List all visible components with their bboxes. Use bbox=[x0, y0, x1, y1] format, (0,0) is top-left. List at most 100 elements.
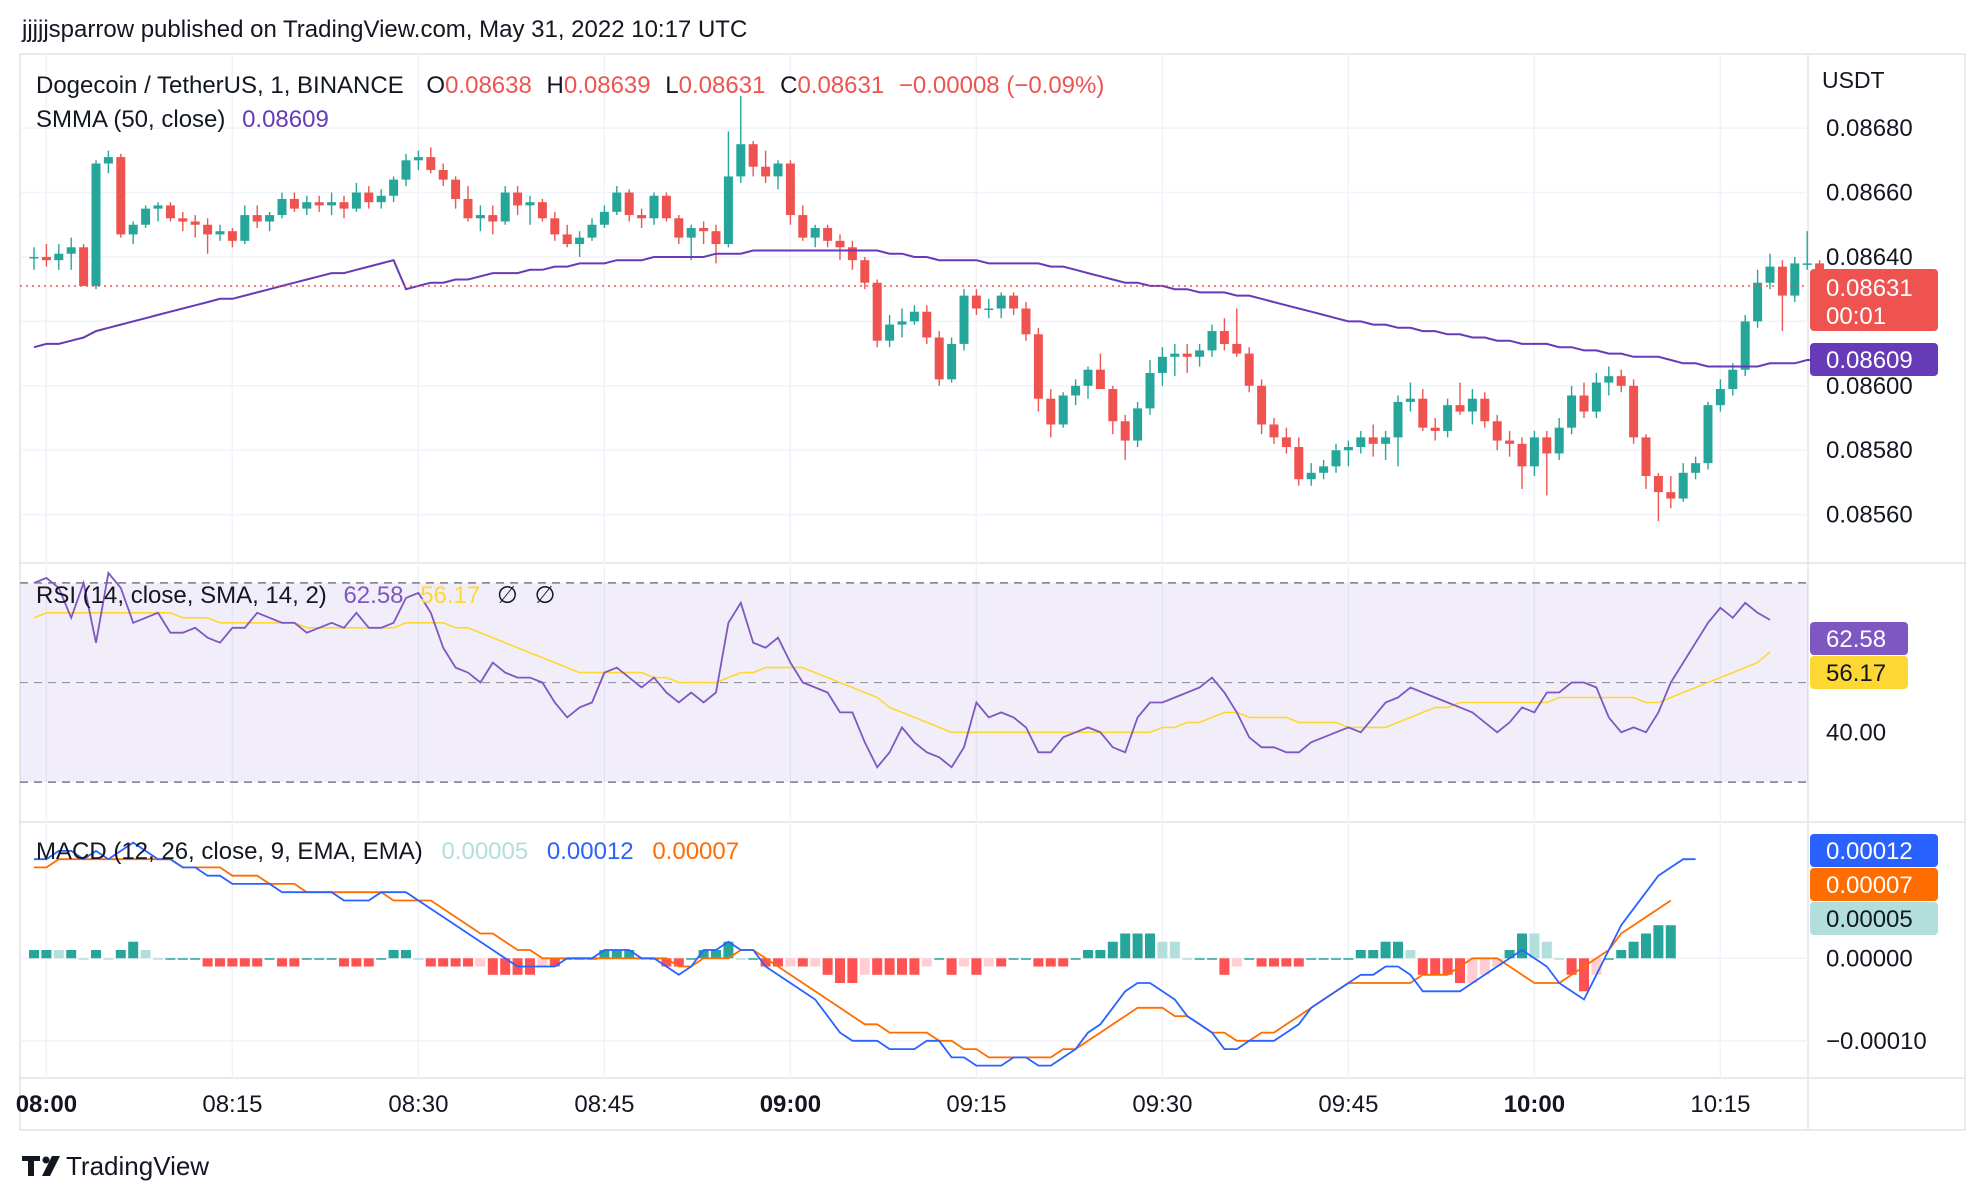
candle-body bbox=[872, 282, 882, 341]
candle-body bbox=[1244, 353, 1254, 386]
candle-body bbox=[1728, 369, 1738, 390]
macd-tick-label: −0.00010 bbox=[1826, 1028, 1927, 1055]
candle-body bbox=[389, 179, 399, 196]
macd-histogram-bar bbox=[450, 958, 461, 967]
candle-body bbox=[810, 227, 820, 238]
close-label: C bbox=[780, 72, 797, 99]
macd-hist-legend-value: 0.00005 bbox=[441, 838, 528, 865]
candle-body bbox=[500, 192, 510, 222]
candle-body bbox=[463, 198, 473, 219]
macd-histogram-bar bbox=[1083, 950, 1093, 959]
rsi-legend-empty-1: ∅ bbox=[497, 582, 518, 609]
candle-body bbox=[996, 295, 1006, 309]
candle-body bbox=[1777, 266, 1787, 296]
macd-histogram-bar bbox=[735, 958, 746, 960]
macd-histogram-bar bbox=[599, 950, 610, 959]
macd-histogram-bar bbox=[103, 958, 114, 960]
macd-histogram-bar bbox=[1318, 958, 1329, 960]
macd-histogram-bar bbox=[1517, 933, 1527, 959]
candle-body bbox=[897, 321, 907, 325]
macd-histogram-bar bbox=[401, 950, 411, 959]
candle-body bbox=[426, 157, 436, 170]
macd-histogram-bar bbox=[475, 958, 486, 967]
macd-histogram-bar bbox=[1455, 958, 1465, 984]
candle-body bbox=[1790, 263, 1800, 296]
rsi-badge: 62.58 bbox=[1810, 622, 1908, 655]
macd-histogram-bar bbox=[1616, 950, 1627, 959]
smma-legend: SMMA (50, close) 0.08609 bbox=[36, 106, 329, 133]
macd-histogram-bar bbox=[983, 958, 994, 967]
macd-histogram-bar bbox=[1095, 950, 1106, 959]
candle-body bbox=[153, 205, 163, 209]
candle-body bbox=[1306, 472, 1316, 480]
currency-label: USDT bbox=[1822, 67, 1885, 93]
candle-body bbox=[1257, 385, 1267, 425]
candle-body bbox=[79, 247, 89, 286]
macd-histogram-bar bbox=[1194, 958, 1205, 960]
candle-body bbox=[178, 218, 188, 222]
time-tick-label: 08:15 bbox=[202, 1091, 262, 1118]
candle-body bbox=[1641, 437, 1651, 477]
macd-histogram-bar bbox=[1120, 933, 1131, 959]
candle-body bbox=[1666, 492, 1676, 499]
rsi-legend-label: RSI (14, close, SMA, 14, 2) bbox=[36, 582, 327, 609]
candle-body bbox=[637, 215, 647, 219]
candle-body bbox=[1715, 389, 1725, 406]
macd-histogram-bar bbox=[1169, 941, 1180, 959]
macd-histogram-bar bbox=[1665, 925, 1676, 959]
change-value: −0.00008 (−0.09%) bbox=[899, 72, 1105, 99]
candle-body bbox=[1430, 427, 1440, 431]
smma-line bbox=[33, 249, 1845, 368]
candle-body bbox=[277, 198, 287, 216]
candle-body bbox=[1517, 443, 1527, 467]
macd-histogram-bar bbox=[946, 958, 957, 975]
macd-tick-label: 0.00000 bbox=[1826, 945, 1913, 972]
low-label: L bbox=[665, 72, 678, 99]
chart-frame bbox=[19, 53, 1966, 1131]
macd-histogram-bar bbox=[1492, 958, 1503, 967]
macd-histogram-bar bbox=[1256, 958, 1267, 967]
candle-body bbox=[1753, 282, 1763, 322]
candle-body bbox=[562, 234, 572, 245]
candle-body bbox=[513, 192, 523, 206]
macd-legend: MACD (12, 26, close, 9, EMA, EMA) 0.0000… bbox=[36, 838, 739, 865]
macd-histogram-bar bbox=[611, 950, 622, 959]
macd-histogram-bar bbox=[785, 958, 796, 967]
macd-histogram-bar bbox=[227, 958, 238, 967]
macd-histogram-bar bbox=[797, 958, 808, 967]
grid-rsi bbox=[45, 563, 1722, 822]
candle-body bbox=[1232, 343, 1242, 354]
macd-histogram-bar bbox=[1442, 958, 1453, 975]
price-tick-label: 0.08640 bbox=[1826, 244, 1913, 271]
price-axis: 0.08680 0.08660 0.08640 0.08600 0.08580 0.085… bbox=[1826, 115, 1913, 529]
candle-body bbox=[1653, 476, 1663, 493]
candle-body bbox=[364, 192, 374, 203]
candle-body bbox=[227, 231, 237, 241]
macd-histogram-bar bbox=[1529, 933, 1540, 959]
macd-histogram-bar bbox=[177, 958, 188, 960]
macd-histogram-bar bbox=[1504, 950, 1515, 959]
macd-histogram-bar bbox=[1417, 958, 1428, 975]
candle-body bbox=[1108, 389, 1118, 422]
macd-histogram-bar bbox=[549, 958, 560, 967]
macd-histogram-bar bbox=[215, 958, 225, 967]
candle-body bbox=[1021, 308, 1031, 335]
macd-histogram-bar bbox=[165, 958, 176, 960]
candle-body bbox=[1455, 405, 1465, 412]
candle-body bbox=[599, 211, 609, 225]
candle-body bbox=[1281, 437, 1291, 448]
candle-body bbox=[885, 324, 895, 341]
candle-body bbox=[240, 215, 250, 241]
candle-body bbox=[1157, 356, 1167, 373]
candle-body bbox=[451, 179, 461, 199]
price-tick-label: 0.08560 bbox=[1826, 502, 1913, 529]
candle-body bbox=[1393, 401, 1403, 438]
candle-body bbox=[265, 215, 275, 222]
macd-histogram-bar bbox=[624, 950, 635, 959]
candle-body bbox=[736, 144, 746, 177]
macd-histogram-bar bbox=[289, 958, 300, 967]
macd-histogram-bar bbox=[190, 958, 201, 960]
macd-histogram-bar bbox=[1343, 958, 1354, 960]
candle-body bbox=[1046, 398, 1056, 425]
macd-histogram-bar bbox=[859, 958, 870, 975]
